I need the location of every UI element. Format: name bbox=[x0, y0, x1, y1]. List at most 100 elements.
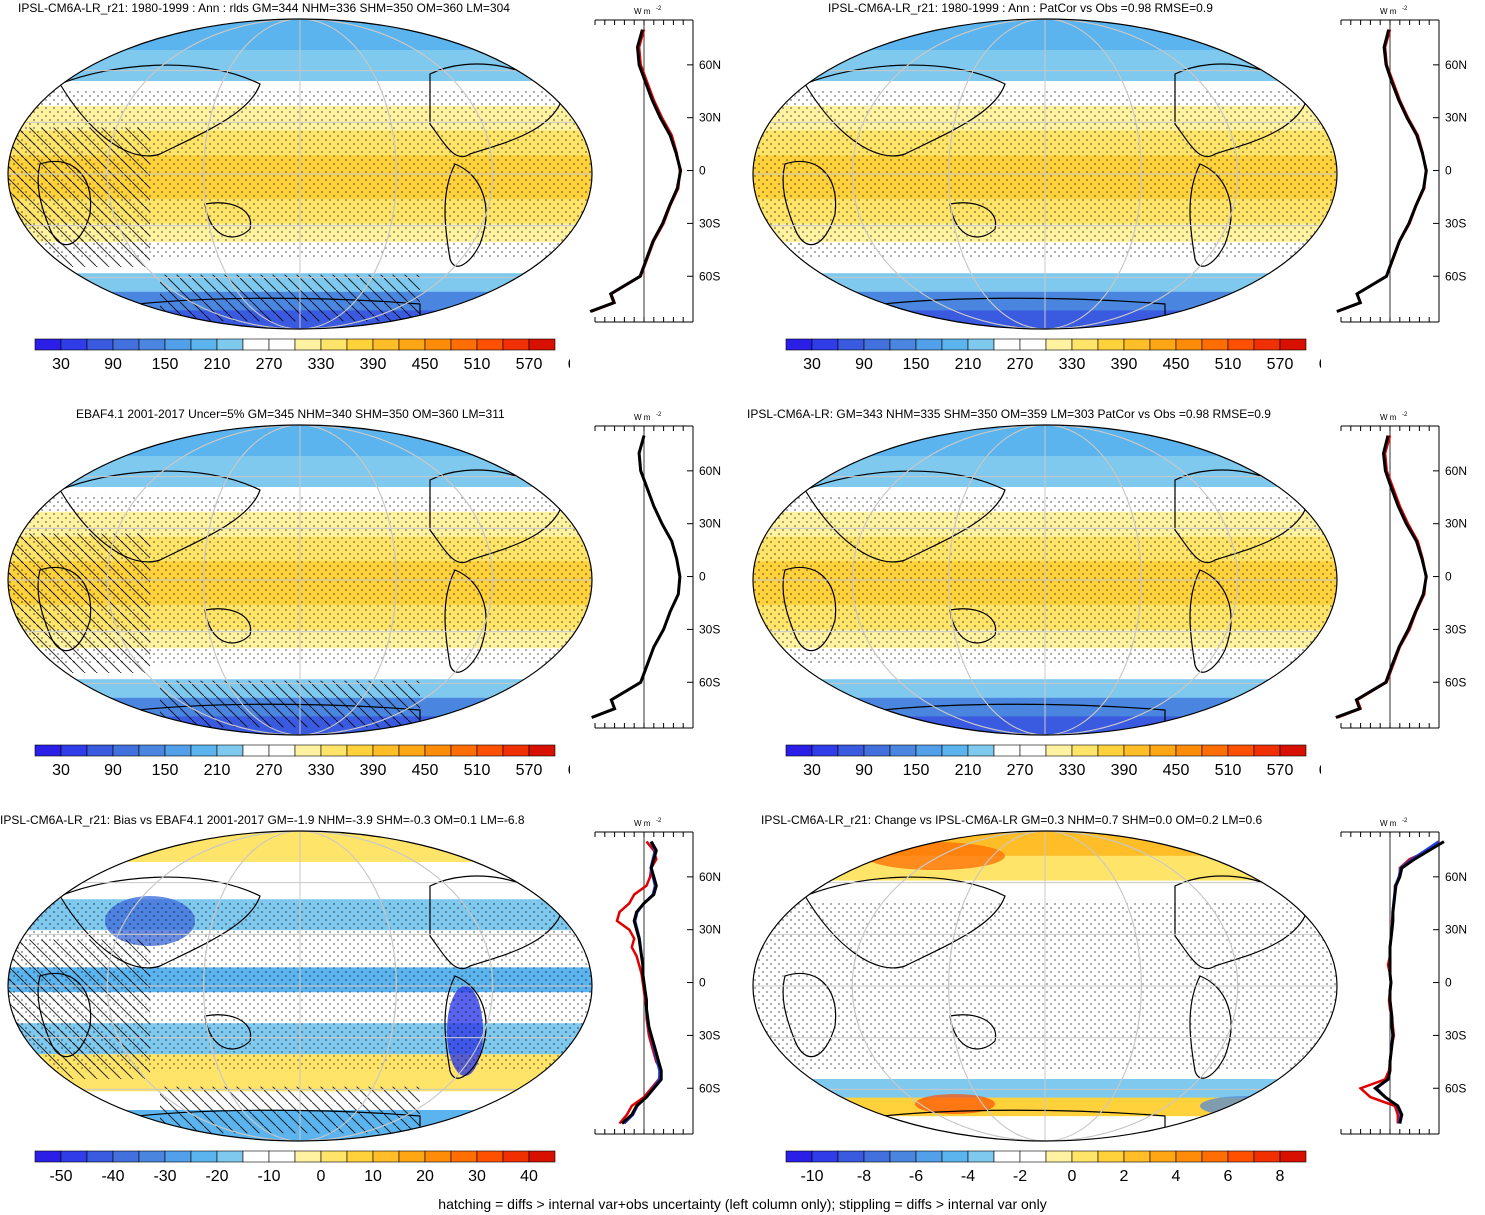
colorbar-swatch bbox=[138, 338, 166, 351]
colorbar-tick-label: -30 bbox=[153, 1168, 176, 1185]
colorbar-swatch bbox=[1253, 744, 1281, 757]
colorbar-tick-label: 270 bbox=[1007, 762, 1034, 779]
colorbar-swatch bbox=[863, 744, 891, 757]
colorbar-tick-label: 630 bbox=[568, 762, 570, 779]
profile-x-tick-label: 4.0 bbox=[1433, 1151, 1446, 1152]
profile-series-obs bbox=[1358, 840, 1440, 1124]
profile-unit-exponent: -2 bbox=[656, 412, 662, 418]
colorbar-swatch bbox=[837, 1150, 865, 1163]
colorbar-tick-label: 210 bbox=[955, 762, 982, 779]
profile-lat-tick-label: 60S bbox=[1445, 1081, 1466, 1095]
panel-change: IPSL-CM6A-LR_r21: Change vs IPSL-CM6A-LR… bbox=[743, 812, 1485, 1194]
map-rlds-change bbox=[752, 830, 1338, 1142]
colorbar-swatch bbox=[1123, 1150, 1151, 1163]
colorbar-tick-label: 0 bbox=[317, 1168, 326, 1185]
colorbar-swatch bbox=[60, 744, 88, 757]
colorbar-swatch bbox=[138, 1150, 166, 1163]
colorbar-tick-label: 2 bbox=[1120, 1168, 1129, 1185]
colorbar-swatch bbox=[1097, 338, 1125, 351]
colorbar-swatch bbox=[476, 744, 504, 757]
colorbar-tick-label: 630 bbox=[1319, 356, 1321, 373]
colorbar-swatch bbox=[398, 1150, 426, 1163]
profile-x-tick-label: -50 bbox=[1367, 339, 1380, 340]
colorbar-swatch bbox=[320, 1150, 348, 1163]
colorbar-swatch bbox=[1201, 744, 1229, 757]
colorbar-swatch bbox=[915, 338, 943, 351]
colorbar-tick-label: 270 bbox=[1007, 356, 1034, 373]
colorbar-tick-label: 210 bbox=[955, 356, 982, 373]
colorbar-tick-label: 6 bbox=[1224, 1168, 1233, 1185]
zonal-profile-rlds-bias: W m -2 -40 40 60N 30N 0 30S 60S bbox=[588, 818, 721, 1152]
colorbar-swatch bbox=[164, 338, 192, 351]
colorbar-swatch bbox=[372, 1150, 400, 1163]
colorbar-tick-label: 10 bbox=[364, 1168, 382, 1185]
profile-lat-tick-label: 30S bbox=[1445, 1028, 1466, 1042]
profile-unit: W m bbox=[1380, 7, 1397, 16]
map-rlds-ebaf bbox=[7, 424, 593, 736]
colorbar-tick-label: 30 bbox=[803, 356, 821, 373]
colorbar-swatch bbox=[34, 744, 62, 757]
colorbar-swatch bbox=[1253, 338, 1281, 351]
colorbar-tick-label: 510 bbox=[1215, 762, 1242, 779]
colorbar-swatch bbox=[889, 338, 917, 351]
colorbar-swatch bbox=[398, 338, 426, 351]
panel-title: IPSL-CM6A-LR: GM=343 NHM=335 SHM=350 OM=… bbox=[747, 407, 1271, 421]
colorbar-swatch bbox=[190, 744, 218, 757]
colorbar-swatch bbox=[190, 338, 218, 351]
colorbar-rlds-patcor: 30 90 150 210 270 330 390 450 510 570 630 bbox=[785, 338, 1321, 373]
colorbar-swatch bbox=[34, 1150, 62, 1163]
colorbar-tick-label: 570 bbox=[1267, 356, 1294, 373]
colorbar-swatch bbox=[1019, 1150, 1047, 1163]
profile-x-tick-label: 50 bbox=[655, 745, 665, 746]
colorbar-swatch bbox=[1279, 338, 1307, 351]
map-rlds-model bbox=[7, 18, 593, 330]
profile-lat-tick-label: 30N bbox=[699, 111, 721, 125]
colorbar-swatch bbox=[294, 744, 322, 757]
colorbar-tick-label: 330 bbox=[308, 356, 335, 373]
colorbar-swatch bbox=[1045, 1150, 1073, 1163]
profile-series-model bbox=[1335, 435, 1428, 719]
colorbar-swatch bbox=[476, 338, 504, 351]
colorbar-tick-label: 30 bbox=[468, 1168, 486, 1185]
colorbar-tick-label: 150 bbox=[903, 356, 930, 373]
colorbar-tick-label: 510 bbox=[464, 762, 491, 779]
colorbar-swatch bbox=[216, 1150, 244, 1163]
profile-lat-tick-label: 30S bbox=[699, 622, 720, 636]
colorbar-swatch bbox=[60, 338, 88, 351]
colorbar-tick-label: 30 bbox=[52, 356, 70, 373]
colorbar-swatch bbox=[811, 338, 839, 351]
zonal-profile-rlds-ensemble: W m -2 -150 -50 50 150 60N 30N 0 30S 60S bbox=[1332, 412, 1467, 746]
colorbar-swatch bbox=[889, 1150, 917, 1163]
colorbar-swatch bbox=[528, 338, 556, 351]
colorbar-swatch bbox=[837, 744, 865, 757]
colorbar-swatch bbox=[528, 744, 556, 757]
profile-x-tick-label: -150 bbox=[1332, 745, 1350, 746]
profile-unit-exponent: -2 bbox=[1402, 6, 1408, 12]
colorbar-swatch bbox=[993, 338, 1021, 351]
colorbar-tick-label: -8 bbox=[857, 1168, 871, 1185]
colorbar-swatch bbox=[1097, 744, 1125, 757]
colorbar-swatch bbox=[112, 1150, 140, 1163]
colorbar-swatch bbox=[86, 744, 114, 757]
colorbar-swatch bbox=[1227, 744, 1255, 757]
profile-lat-tick-label: 60S bbox=[699, 675, 720, 689]
profile-x-tick-label: 0.0 bbox=[1384, 1151, 1397, 1152]
colorbar-swatch bbox=[1253, 1150, 1281, 1163]
colorbar-swatch bbox=[993, 1150, 1021, 1163]
colorbar-swatch bbox=[424, 744, 452, 757]
colorbar-swatch bbox=[1175, 338, 1203, 351]
profile-lat-tick-label: 60N bbox=[699, 464, 721, 478]
zonal-profile-rlds-patcor: W m -2 -150 -50 50 150 60N 30N 0 30S 60S bbox=[1332, 6, 1467, 340]
profile-unit: W m bbox=[634, 7, 651, 16]
colorbar-tick-label: 510 bbox=[1215, 356, 1242, 373]
colorbar-tick-label: 40 bbox=[520, 1168, 538, 1185]
profile-x-tick-label: 150 bbox=[685, 339, 700, 340]
profile-x-tick-label: -50 bbox=[621, 339, 634, 340]
profile-x-tick-label: -40 bbox=[588, 1151, 601, 1152]
colorbar-tick-label: 390 bbox=[1111, 356, 1138, 373]
profile-unit: W m bbox=[634, 413, 651, 422]
colorbar-swatch bbox=[450, 1150, 478, 1163]
profile-x-tick-label: -50 bbox=[621, 745, 634, 746]
profile-lat-tick-label: 30S bbox=[699, 1028, 720, 1042]
profile-x-tick-label: -4.0 bbox=[1333, 1151, 1349, 1152]
